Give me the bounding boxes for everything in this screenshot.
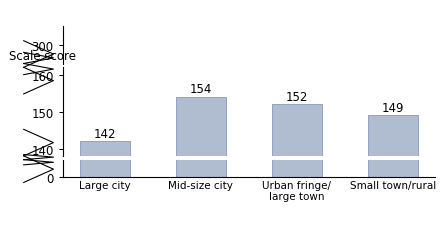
- Text: 152: 152: [285, 90, 308, 103]
- Bar: [80, 0, 129, 177]
- Text: 154: 154: [190, 83, 212, 96]
- Text: Scale score: Scale score: [9, 50, 76, 63]
- Bar: [176, 0, 226, 177]
- Bar: [368, 116, 418, 227]
- Text: 149: 149: [381, 101, 404, 114]
- Bar: [271, 105, 322, 227]
- Bar: [368, 0, 418, 177]
- Bar: [80, 141, 129, 227]
- Text: 142: 142: [93, 127, 116, 140]
- Bar: [271, 0, 322, 177]
- Bar: [176, 97, 226, 227]
